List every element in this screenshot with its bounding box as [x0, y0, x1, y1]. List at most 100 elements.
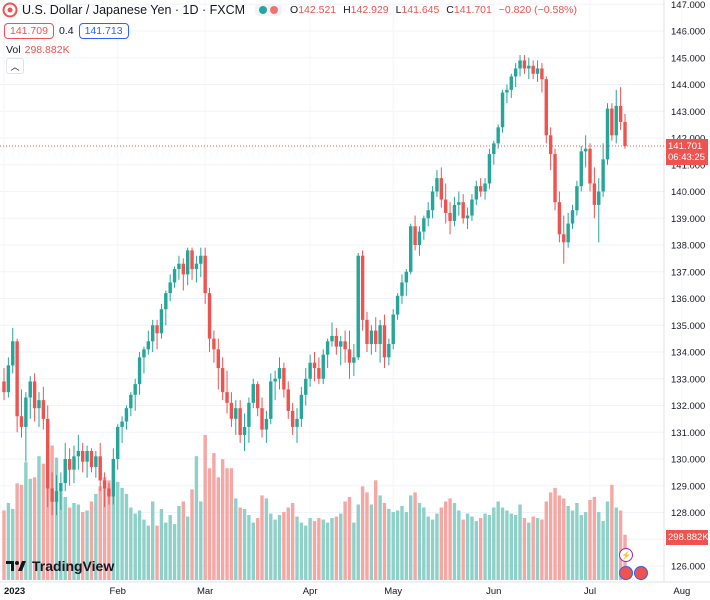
candle-body	[448, 212, 452, 221]
candle-body	[32, 381, 37, 409]
candle-body	[435, 178, 439, 192]
candle-body	[238, 408, 242, 435]
candle-body	[59, 483, 63, 492]
candle-body	[89, 450, 94, 468]
candle-body	[81, 450, 85, 462]
candle-body	[185, 250, 190, 275]
sell-button[interactable]: 141.709	[4, 23, 54, 39]
candle-body	[395, 295, 400, 315]
market-closed-dot	[270, 6, 279, 14]
candle-body	[199, 255, 203, 264]
volume-bar	[457, 510, 461, 580]
y-tick-label: 132.000	[671, 401, 705, 412]
volume-bar	[588, 499, 592, 580]
y-tick-label: 144.000	[671, 80, 705, 91]
close-value: 141.701	[453, 4, 492, 16]
us-flag-event-icon[interactable]	[619, 566, 633, 580]
volume-bar	[443, 501, 448, 580]
volume-bar	[439, 507, 444, 580]
candle-body	[505, 89, 509, 93]
candle-body	[107, 488, 111, 497]
candle-body	[592, 183, 597, 205]
candle-body	[570, 210, 575, 224]
candle-body	[601, 159, 605, 192]
candle-body	[247, 402, 251, 427]
volume-tag: 298.882K	[666, 530, 709, 545]
market-status-indicator[interactable]	[255, 4, 283, 16]
usd-jpy-flag-icon[interactable]	[2, 2, 18, 18]
symbol-title[interactable]: U.S. Dollar / Japanese Yen · 1D · FXCM	[22, 3, 246, 17]
candle-body	[50, 488, 54, 502]
x-tick-label: Apr	[303, 586, 318, 597]
candle-body	[356, 255, 360, 358]
volume-bar	[562, 498, 566, 580]
candle-body	[597, 191, 601, 205]
collapse-legend-button[interactable]: ︿	[6, 58, 24, 74]
volume-legend[interactable]: Vol 298.882K	[6, 44, 70, 56]
volume-bar	[422, 507, 426, 580]
volume-bar	[273, 519, 277, 580]
candle-body	[181, 263, 186, 275]
candle-body	[527, 65, 531, 69]
volume-bar	[264, 498, 269, 580]
candle-body	[164, 293, 168, 310]
volume-bar	[81, 512, 85, 580]
volume-bar	[6, 502, 11, 580]
volume-bar	[247, 515, 251, 580]
spread-value: 0.4	[58, 25, 74, 37]
y-tick-label: 138.000	[671, 241, 705, 252]
candle-body	[304, 378, 308, 395]
volume-bar	[181, 501, 186, 580]
volume-bar	[579, 515, 583, 580]
candle-body	[378, 325, 382, 344]
candle-body	[544, 79, 548, 136]
candle-body	[369, 330, 374, 344]
volume-bar	[89, 501, 94, 580]
volume-bar	[365, 492, 369, 580]
candle-body	[264, 418, 269, 430]
candle-body	[2, 381, 6, 393]
candle-body	[321, 354, 325, 379]
candle-body	[531, 65, 535, 74]
candle-body	[277, 368, 282, 379]
y-tick-label: 136.000	[671, 294, 705, 305]
candle-body	[46, 418, 50, 489]
volume-bar	[575, 502, 579, 580]
tradingview-logo[interactable]: TradingView	[6, 558, 114, 574]
candle-body	[535, 68, 540, 74]
volume-bar	[85, 510, 89, 580]
candle-body	[548, 135, 553, 155]
lightning-event-icon[interactable]: ⚡	[619, 548, 633, 562]
volume-bar	[269, 513, 273, 580]
candle-body	[220, 368, 225, 393]
ohlc-values: O142.521 H142.929 L141.645 C141.701 −0.8…	[290, 4, 581, 16]
candle-body	[325, 341, 330, 355]
candle-body	[374, 330, 378, 344]
volume-bar	[94, 493, 98, 580]
volume-bar	[159, 509, 164, 580]
candle-body	[474, 186, 479, 200]
candle-body	[102, 480, 107, 489]
candle-body	[557, 202, 562, 235]
buy-button[interactable]: 141.713	[78, 23, 129, 39]
volume-bar	[212, 453, 216, 580]
volume-bar	[15, 483, 19, 580]
volume-bar	[478, 518, 483, 580]
candle-body	[352, 357, 356, 363]
open-value: 142.521	[298, 4, 337, 16]
candle-body	[522, 60, 527, 69]
us-flag-event-icon[interactable]	[634, 566, 648, 580]
candle-body	[439, 178, 444, 200]
y-tick-label: 130.000	[671, 455, 705, 466]
volume-bar	[234, 498, 238, 580]
volume-bar	[2, 510, 6, 580]
volume-bar	[605, 501, 610, 580]
volume-bar	[304, 525, 308, 580]
volume-bar	[548, 492, 553, 580]
y-tick-label: 133.000	[671, 374, 705, 385]
candle-body	[282, 368, 286, 390]
candle-body	[242, 426, 247, 435]
volume-bar	[199, 501, 203, 580]
candle-body	[124, 408, 129, 422]
